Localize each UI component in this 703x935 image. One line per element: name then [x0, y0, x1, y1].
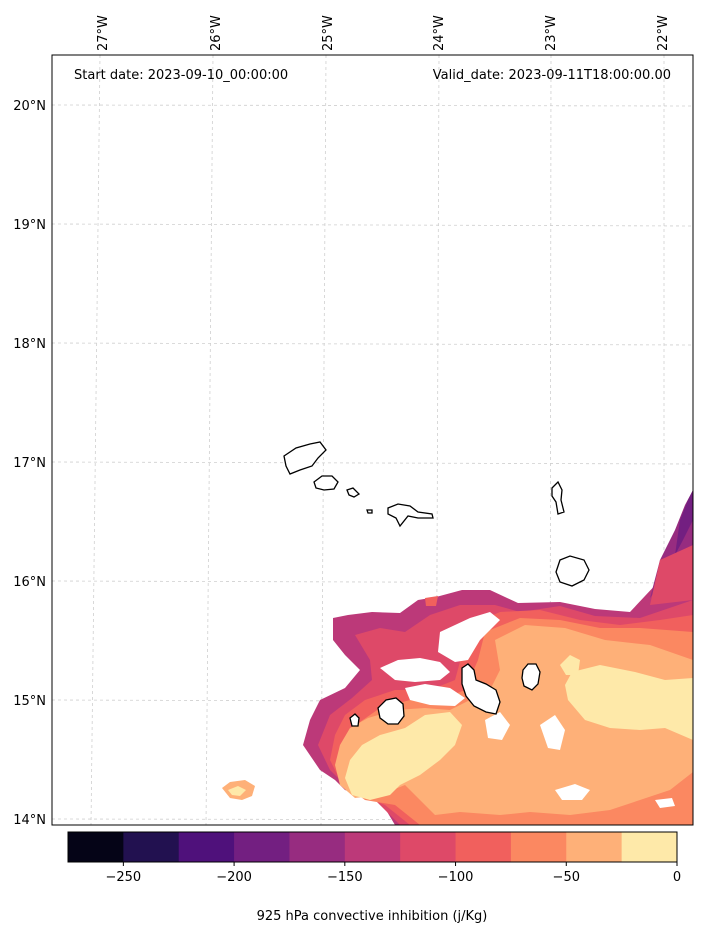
lon-label: 25°W [321, 15, 336, 51]
grid-lat-17 [51, 461, 694, 465]
start-date-label: Start date: 2023-09-10_00:00:00 [74, 68, 288, 83]
colorbar-segment [178, 832, 235, 862]
colorbar-segment [400, 832, 457, 862]
grid-lon-26 [205, 54, 214, 826]
island-santa-luzia [346, 487, 361, 498]
island-boa-vista [555, 555, 590, 587]
lat-label: 16°N [13, 575, 46, 590]
grid-lon-23 [549, 54, 552, 826]
cin-band-25c [560, 655, 580, 675]
colorbar-segment [68, 832, 124, 862]
island-raso [366, 509, 373, 514]
grid-lon-27 [90, 54, 101, 826]
colorbar-segment [510, 832, 567, 862]
lon-label: 23°W [544, 15, 559, 51]
colorbar-segment [621, 832, 678, 862]
lon-tick-labels: 27°W 26°W 25°W 24°W 23°W 22°W [96, 15, 671, 51]
lon-label: 27°W [96, 15, 111, 51]
lat-label: 15°N [13, 694, 46, 709]
island-santiago [461, 663, 501, 715]
colorbar-title: 925 hPa convective inhibition (j/Kg) [257, 909, 488, 924]
cin-band-125b [650, 545, 693, 605]
island-sao-nicolau [387, 503, 434, 528]
map-frame [51, 54, 694, 826]
grid-lat-20 [51, 104, 694, 107]
lon-label: 26°W [209, 15, 224, 51]
colorbar-tick-label: 0 [673, 870, 681, 885]
lat-tick-labels: 20°N 19°N 18°N 17°N 16°N 15°N 14°N [13, 99, 46, 828]
cin-patch-north [425, 596, 438, 606]
colorbar-tick-label: −250 [106, 870, 142, 885]
colorbar-tick-label: −150 [327, 870, 363, 885]
grid-lat-16 [51, 580, 694, 584]
colorbar-segment [566, 832, 623, 862]
island-sao-vicente [313, 475, 339, 491]
colorbar-segment [289, 832, 346, 862]
cin-gap-4 [485, 712, 510, 740]
lat-label: 14°N [13, 813, 46, 828]
island-brava [349, 713, 360, 727]
cin-band-25 [565, 665, 693, 740]
cin-band-175b [675, 490, 693, 555]
lon-label: 24°W [432, 15, 447, 51]
colorbar-segment [234, 832, 290, 862]
island-fogo [377, 697, 405, 725]
lat-label: 20°N [13, 99, 46, 114]
coastlines [283, 441, 590, 727]
cin-band-25b [345, 712, 462, 800]
grid-lat-19 [51, 223, 694, 227]
island-sal [551, 480, 565, 515]
colorbar-tick-label: −50 [553, 870, 580, 885]
colorbar-segment [123, 832, 180, 862]
cin-gap-2 [380, 658, 450, 682]
grid-lon-25 [320, 54, 327, 826]
colorbar [68, 832, 678, 862]
colorbar-frame [67, 831, 678, 863]
lat-label: 19°N [13, 218, 46, 233]
grid-lat-18 [51, 342, 694, 346]
island-maio [521, 663, 541, 691]
gridlines [51, 54, 694, 826]
lat-label: 18°N [13, 337, 46, 352]
cin-gap-3 [405, 684, 465, 706]
lon-label: 22°W [656, 15, 671, 51]
island-santo-antao [283, 441, 327, 475]
colorbar-segment [455, 832, 512, 862]
cin-contours [222, 490, 693, 825]
cin-gap-5 [540, 715, 565, 750]
lat-label: 17°N [13, 456, 46, 471]
grid-lon-24 [435, 54, 440, 826]
cin-gap-6 [655, 798, 675, 808]
cin-gap-7 [555, 784, 590, 800]
colorbar-tick-label: −200 [216, 870, 252, 885]
cin-gap-1 [438, 612, 500, 662]
cin-patch-west-inner [228, 786, 246, 796]
colorbar-tick-label: −100 [438, 870, 474, 885]
valid-date-label: Valid_date: 2023-09-11T18:00:00.00 [433, 68, 671, 83]
colorbar-segment [344, 832, 401, 862]
colorbar-ticks: −250 −200 −150 −100 −50 0 [106, 862, 681, 885]
